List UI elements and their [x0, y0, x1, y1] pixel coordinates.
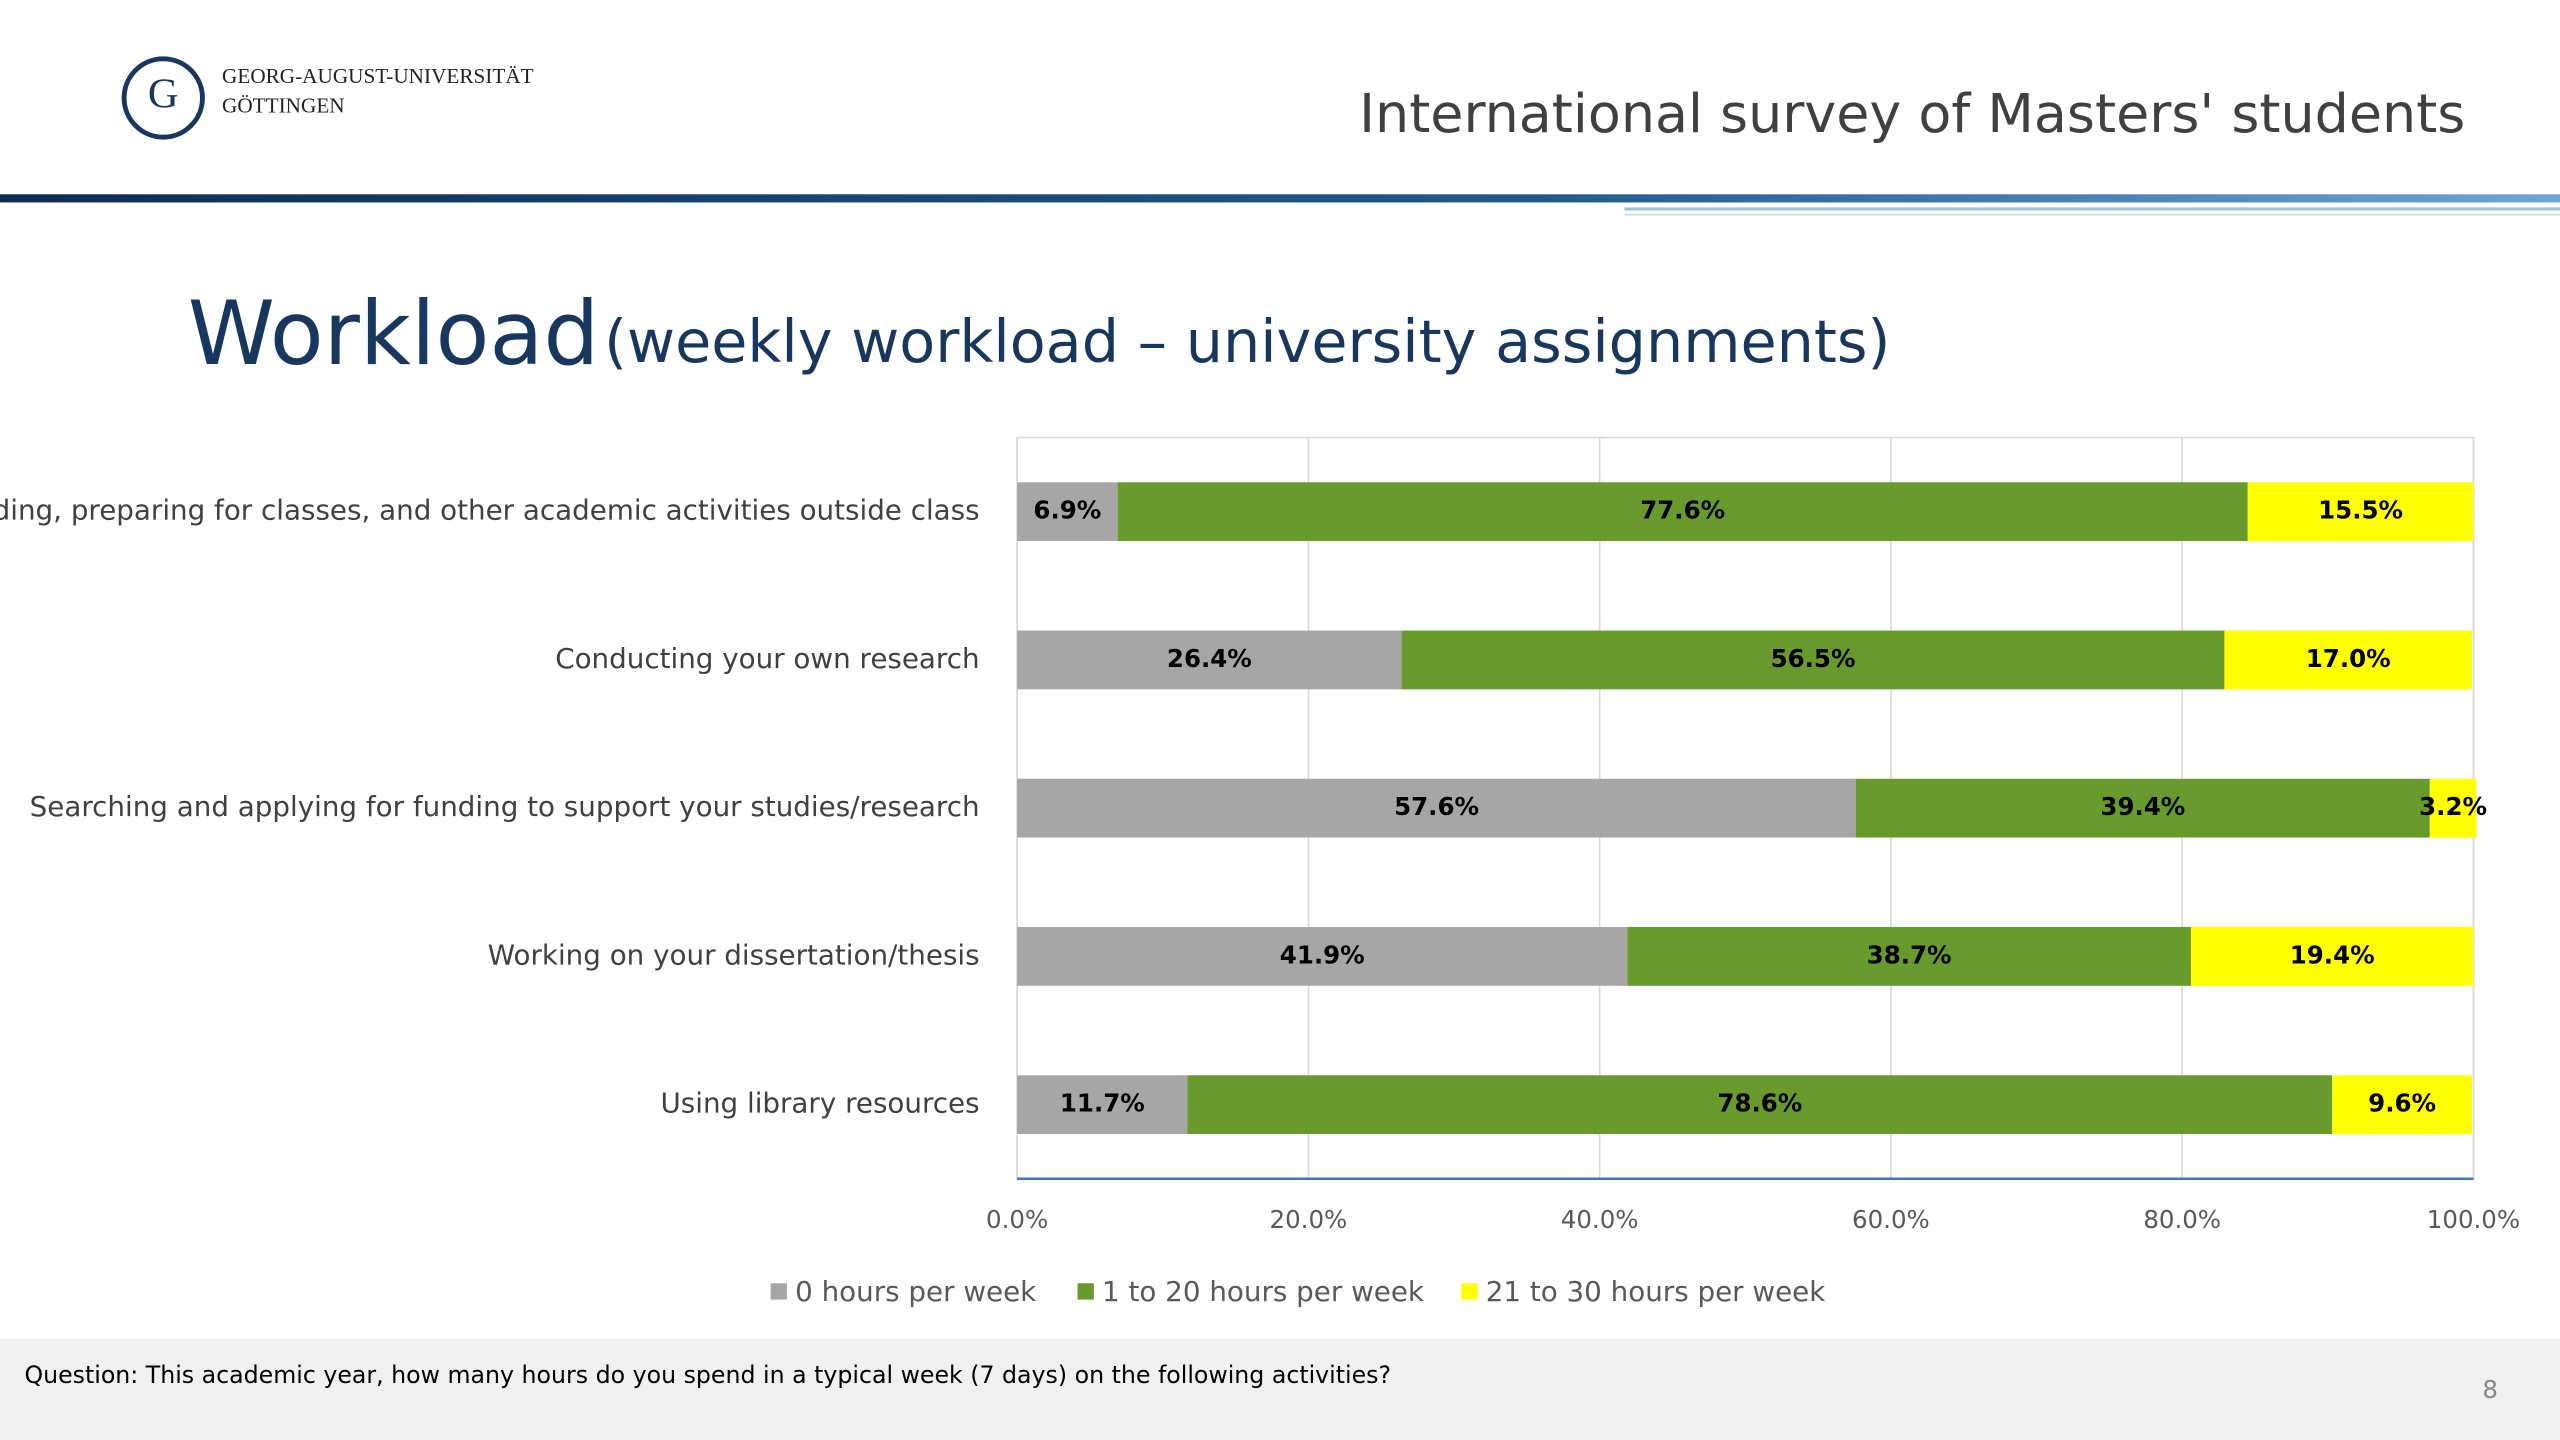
value-label: 17.0% [2306, 644, 2391, 673]
plot: 0.0% 20.0% 40.0% 60.0% 80.0% 100.0% Reading, p… [0, 436, 2520, 1308]
bar-segment [1117, 482, 2248, 542]
bar-segment [1017, 927, 1628, 986]
slide-subtitle: (weekly workload – university assignment… [604, 307, 1890, 376]
slide-title: Workload [188, 282, 600, 385]
value-label: 77.6% [1640, 496, 1725, 525]
value-label: 11.7% [1060, 1089, 1145, 1118]
x-tick-label: 40.0% [1561, 1205, 1639, 1234]
x-tick-label: 60.0% [1852, 1205, 1930, 1234]
footer-question: Question: This academic year, how many h… [24, 1361, 1391, 1389]
bar-segment [1017, 482, 1118, 542]
header-rule-thin [1624, 213, 2560, 216]
x-tick-label: 20.0% [1270, 1205, 1348, 1234]
value-label: 15.5% [2318, 496, 2403, 525]
legend-label: 21 to 30 hours per week [1486, 1275, 1826, 1308]
university-name: GEORG-AUGUST-UNIVERSITÄT [222, 64, 534, 88]
value-label: 6.9% [1033, 496, 1101, 525]
value-label: 19.4% [2290, 940, 2375, 969]
x-tick-label: 0.0% [986, 1205, 1048, 1234]
y-tick-label: Working on your dissertation/thesis [488, 938, 980, 971]
bar-segment [1017, 1075, 1188, 1135]
university-city: GÖTTINGEN [222, 94, 345, 118]
header-rule [0, 194, 2560, 203]
bar-segment [1017, 630, 1402, 690]
bar-segment [1855, 778, 2430, 838]
x-tick-label: 100.0% [2427, 1205, 2520, 1234]
bar-segment [2332, 1075, 2473, 1135]
value-label: 26.4% [1167, 644, 1252, 673]
value-label: 78.6% [1717, 1089, 1802, 1118]
bar-segment [2429, 778, 2477, 838]
y-tick-label: Conducting your own research [555, 642, 979, 675]
y-tick-label: Using library resources [660, 1087, 979, 1120]
header-rule-thin [1624, 207, 2560, 211]
value-label: 39.4% [2100, 792, 2185, 821]
bar-segment [2247, 482, 2474, 542]
page-number: 8 [2482, 1375, 2498, 1404]
legend-swatch [1461, 1283, 1478, 1300]
value-label: 41.9% [1280, 940, 1365, 969]
legend-label: 1 to 20 hours per week [1102, 1275, 1424, 1308]
footer-band [0, 1338, 2560, 1440]
legend-swatch [1077, 1283, 1094, 1300]
bar-segment [2190, 927, 2474, 986]
bar-segment [2224, 630, 2473, 690]
value-label: 56.5% [1771, 644, 1856, 673]
svg-text:G: G [148, 71, 179, 118]
value-label: 3.2% [2419, 792, 2487, 821]
bar-segment [1017, 778, 1856, 838]
value-label: 57.6% [1394, 792, 1479, 821]
value-label: 9.6% [2368, 1089, 2436, 1118]
presentation-title: International survey of Masters' student… [1359, 82, 2465, 145]
y-tick-label: Reading, preparing for classes, and othe… [0, 494, 980, 527]
value-label: 38.7% [1867, 940, 1952, 969]
legend-swatch [770, 1283, 787, 1300]
logo: G [121, 56, 205, 140]
legend-label: 0 hours per week [795, 1275, 1036, 1308]
y-tick-label: Searching and applying for funding to su… [30, 790, 980, 823]
bar-segment [1401, 630, 2225, 690]
bar-segment [1187, 1075, 2333, 1135]
bar-segment [1627, 927, 2191, 986]
x-tick-label: 80.0% [2143, 1205, 2221, 1234]
